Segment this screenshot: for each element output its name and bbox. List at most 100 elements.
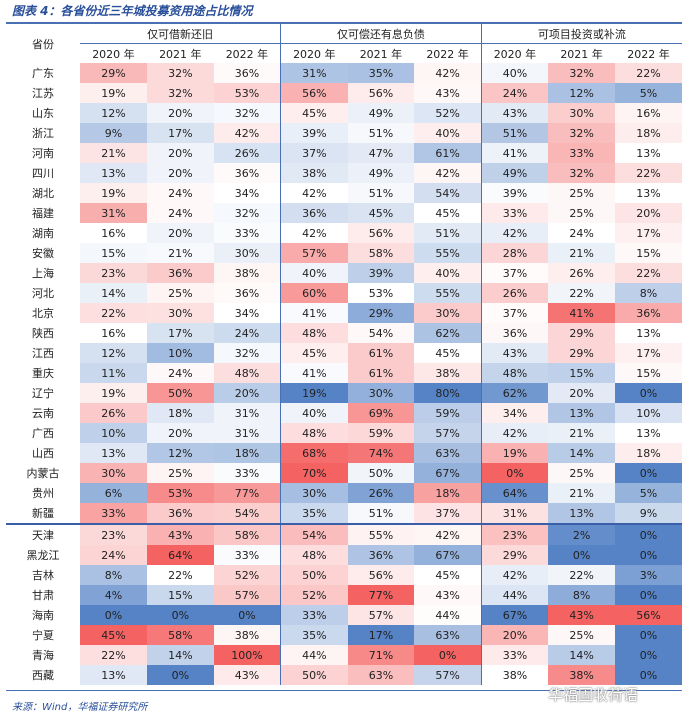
- heat-cell: 34%: [480, 403, 549, 423]
- bottom-rule: [6, 690, 682, 691]
- table-row: 湖北 19% 24% 34% 42% 51% 54% 39% 25% 13%: [6, 183, 682, 203]
- heat-cell: 33%: [80, 503, 147, 524]
- heat-cell: 20%: [615, 203, 682, 223]
- heat-cell: 24%: [146, 363, 214, 383]
- heat-cell: 35%: [280, 503, 348, 524]
- heat-cell: 74%: [347, 443, 415, 463]
- heat-cell: 12%: [80, 343, 147, 363]
- table-row: 山东 12% 20% 32% 45% 49% 52% 43% 30% 16%: [6, 103, 682, 123]
- heat-cell: 36%: [280, 203, 348, 223]
- heat-cell: 45%: [414, 203, 482, 223]
- heat-cell: 42%: [280, 183, 348, 203]
- heat-cell: 29%: [347, 303, 415, 323]
- heat-cell: 43%: [414, 585, 482, 605]
- province-label: 江西: [32, 347, 54, 360]
- heat-cell: 20%: [146, 143, 214, 163]
- table-row: 广西 10% 20% 31% 48% 59% 57% 42% 21% 13%: [6, 423, 682, 443]
- province-label: 广东: [32, 67, 54, 80]
- heat-cell: 0%: [615, 665, 682, 685]
- heat-cell: 30%: [414, 303, 482, 323]
- heat-cell: 33%: [280, 605, 348, 625]
- heat-cell: 32%: [548, 123, 615, 143]
- heat-cell: 43%: [213, 665, 281, 685]
- heat-cell: 0%: [615, 645, 682, 665]
- heat-cell: 4%: [80, 585, 147, 605]
- province-label: 山西: [32, 447, 54, 460]
- heat-cell: 38%: [548, 665, 615, 685]
- group-header-debt-repay: 仅可偿还有息负债: [280, 24, 482, 44]
- heat-cell: 41%: [280, 303, 348, 323]
- heat-cell: 63%: [414, 443, 482, 463]
- heat-cell: 21%: [548, 423, 615, 443]
- heat-cell: 25%: [548, 625, 615, 645]
- heat-cell: 16%: [80, 223, 147, 243]
- heat-cell: 43%: [414, 83, 482, 103]
- heat-cell: 68%: [280, 443, 348, 463]
- table-row: 河南 21% 20% 26% 37% 47% 61% 41% 33% 13%: [6, 143, 682, 163]
- heat-cell: 59%: [347, 423, 415, 443]
- heat-cell: 37%: [480, 303, 549, 323]
- heat-cell: 28%: [480, 243, 549, 263]
- heat-cell: 100%: [213, 645, 281, 665]
- heat-cell: 55%: [347, 523, 415, 545]
- heat-cell: 55%: [414, 243, 482, 263]
- table-row: 江西 12% 10% 32% 45% 61% 45% 43% 29% 17%: [6, 343, 682, 363]
- heat-cell: 57%: [414, 665, 482, 685]
- heat-cell: 43%: [548, 605, 615, 625]
- heat-cell: 22%: [548, 283, 615, 303]
- heat-cell: 2%: [548, 523, 615, 545]
- table-row: 西藏 13% 0% 43% 50% 63% 57% 38% 38% 0%: [6, 665, 682, 685]
- heat-cell: 56%: [347, 565, 415, 585]
- heat-cell: 15%: [615, 363, 682, 383]
- heat-cell: 77%: [213, 483, 281, 503]
- source-note: 来源：Wind，华福证券研究所: [12, 702, 148, 713]
- heat-cell: 33%: [213, 545, 281, 565]
- heat-cell: 0%: [615, 545, 682, 565]
- table-row: 海南 0% 0% 0% 33% 57% 44% 67% 43% 56%: [6, 605, 682, 625]
- table-row: 山西 13% 12% 18% 68% 74% 63% 19% 14% 18%: [6, 443, 682, 463]
- heat-cell: 13%: [615, 143, 682, 163]
- heat-cell: 19%: [80, 183, 147, 203]
- table-row: 北京 22% 30% 34% 41% 29% 30% 37% 41% 36%: [6, 303, 682, 323]
- heat-cell: 31%: [213, 423, 281, 443]
- heat-cell: 42%: [480, 565, 549, 585]
- province-label: 黑龙江: [26, 549, 60, 562]
- heat-cell: 17%: [146, 323, 214, 343]
- heat-cell: 32%: [213, 343, 281, 363]
- heat-cell: 42%: [480, 423, 549, 443]
- heat-cell: 43%: [480, 343, 549, 363]
- heat-cell: 25%: [146, 463, 214, 483]
- heat-cell: 67%: [480, 605, 549, 625]
- province-label: 吉林: [32, 569, 54, 582]
- heat-cell: 20%: [146, 103, 214, 123]
- heat-cell: 20%: [213, 383, 281, 403]
- heat-cell: 16%: [615, 103, 682, 123]
- heat-cell: 64%: [480, 483, 549, 503]
- heat-cell: 62%: [480, 383, 549, 403]
- table-row: 云南 26% 18% 31% 40% 69% 59% 34% 13% 10%: [6, 403, 682, 423]
- year-header: 2022 年: [627, 47, 670, 61]
- year-header: 2020 年: [480, 43, 549, 63]
- heat-cell: 14%: [146, 645, 214, 665]
- year-header: 2021 年: [560, 47, 603, 61]
- table-row: 青海 22% 14% 100% 44% 71% 0% 33% 14% 0%: [6, 645, 682, 665]
- heat-cell: 10%: [80, 423, 147, 443]
- province-label: 云南: [32, 407, 54, 420]
- heat-cell: 31%: [80, 203, 147, 223]
- heat-cell: 0%: [615, 625, 682, 645]
- heat-cell: 22%: [615, 263, 682, 283]
- heat-cell: 70%: [280, 463, 348, 483]
- province-label: 河南: [32, 147, 54, 160]
- heat-cell: 15%: [80, 243, 147, 263]
- heat-cell: 37%: [414, 503, 482, 524]
- heat-cell: 0%: [414, 645, 482, 665]
- heat-cell: 33%: [548, 143, 615, 163]
- heat-cell: 13%: [615, 183, 682, 203]
- heat-cell: 0%: [615, 463, 682, 483]
- province-label: 内蒙古: [26, 467, 60, 480]
- heat-cell: 34%: [213, 303, 281, 323]
- year-header: 2020 年: [92, 47, 135, 61]
- heat-cell: 53%: [213, 83, 281, 103]
- heat-cell: 36%: [213, 63, 281, 83]
- province-label: 宁夏: [32, 629, 54, 642]
